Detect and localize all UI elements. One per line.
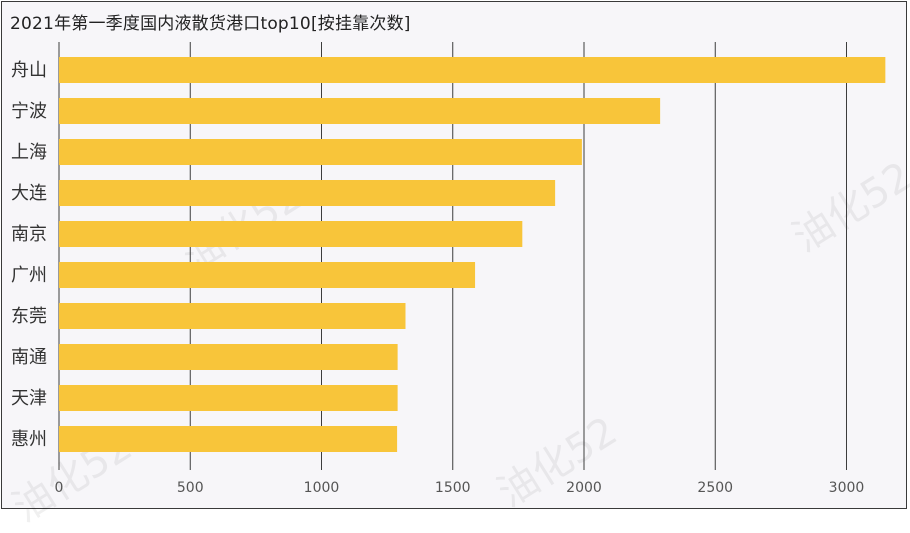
category-label: 惠州 bbox=[11, 429, 47, 450]
category-label: 东莞 bbox=[11, 306, 47, 327]
category-label: 宁波 bbox=[11, 101, 47, 122]
category-label: 广州 bbox=[11, 265, 47, 286]
bar bbox=[59, 303, 406, 329]
bar bbox=[59, 57, 886, 83]
bar bbox=[59, 180, 556, 206]
bar bbox=[59, 139, 582, 165]
category-label: 南通 bbox=[11, 347, 47, 368]
chart-title: 2021年第一季度国内液散货港口top10[按挂靠次数] bbox=[10, 14, 411, 34]
category-label: 上海 bbox=[11, 142, 47, 163]
bar bbox=[59, 385, 398, 411]
category-label: 天津 bbox=[11, 388, 47, 409]
x-tick-label: 2000 bbox=[566, 480, 602, 496]
bar bbox=[59, 344, 398, 370]
chart-frame bbox=[1, 1, 907, 509]
category-label: 大连 bbox=[11, 183, 47, 204]
category-label: 舟山 bbox=[11, 60, 47, 81]
bar bbox=[59, 262, 476, 288]
x-tick-label: 2500 bbox=[697, 480, 733, 496]
x-tick-label: 500 bbox=[177, 480, 204, 496]
bar bbox=[59, 426, 398, 452]
bar bbox=[59, 221, 523, 247]
category-label: 南京 bbox=[11, 224, 47, 245]
x-tick-label: 3000 bbox=[829, 480, 865, 496]
x-tick-label: 1500 bbox=[435, 480, 471, 496]
x-tick-label: 0 bbox=[55, 480, 64, 496]
x-tick-label: 1000 bbox=[304, 480, 340, 496]
bar bbox=[59, 98, 661, 124]
